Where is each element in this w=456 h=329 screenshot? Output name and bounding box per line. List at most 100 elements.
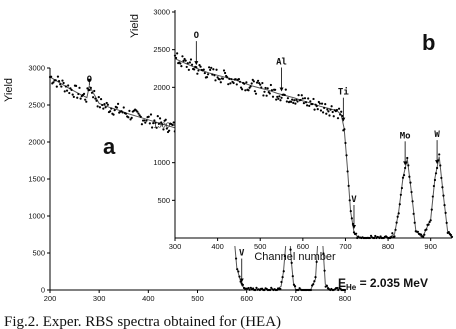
data-point (296, 100, 299, 103)
data-point (211, 73, 214, 76)
data-point (315, 105, 318, 108)
peak-label: V (239, 249, 245, 259)
data-point (161, 123, 164, 126)
data-point (55, 85, 58, 88)
data-point (210, 66, 213, 69)
data-point (321, 111, 325, 114)
data-point (343, 128, 346, 131)
data-point (443, 204, 446, 207)
x-tick-label: 300 (93, 294, 106, 303)
data-point (290, 261, 293, 264)
data-point (86, 87, 89, 90)
data-point (295, 98, 298, 101)
data-point (144, 121, 147, 124)
data-point (297, 93, 300, 97)
data-point (241, 283, 244, 286)
x-tick-label: 400 (211, 242, 224, 251)
data-point (183, 57, 186, 61)
data-point (428, 220, 431, 224)
x-tick-label: 300 (169, 242, 182, 251)
data-point (318, 102, 321, 105)
data-point (112, 113, 115, 116)
x-tick-label: 800 (339, 294, 352, 303)
panel-b-annotations: O Al Ti V Mo W (194, 31, 440, 229)
data-point (60, 85, 63, 88)
data-point (69, 87, 72, 90)
data-point (261, 81, 264, 85)
data-point (309, 288, 313, 292)
data-point (274, 88, 277, 91)
data-point (347, 184, 350, 187)
y-tick-label: 1500 (153, 121, 170, 130)
data-point (105, 101, 108, 105)
data-point (129, 118, 132, 121)
data-point (447, 230, 450, 234)
data-point (325, 284, 328, 287)
y-tick-label: 3000 (153, 8, 170, 17)
data-point (188, 61, 192, 64)
data-point (122, 106, 125, 109)
data-point (248, 288, 251, 291)
data-point (215, 68, 218, 71)
data-point (226, 76, 229, 79)
figure-caption: Fig.2. Exper. RBS spectra obtained for (… (4, 314, 281, 329)
data-point (90, 91, 94, 94)
data-point (95, 99, 98, 102)
data-point (402, 174, 406, 177)
data-point (263, 288, 266, 292)
data-point (306, 104, 309, 107)
data-point (70, 88, 73, 91)
data-point (79, 97, 82, 100)
data-point (57, 80, 61, 83)
data-point (64, 85, 67, 88)
data-point (282, 270, 285, 273)
energy-subscript: He (346, 283, 357, 292)
data-point (349, 209, 352, 213)
data-point (228, 77, 231, 80)
data-point (172, 121, 175, 124)
data-point (293, 99, 296, 102)
data-point (395, 221, 398, 224)
data-point (300, 94, 303, 97)
data-point (237, 78, 241, 81)
peak-arrowhead (87, 78, 92, 83)
energy-label: EHe = 2.035 MeV (338, 276, 428, 292)
data-point (433, 178, 437, 182)
data-point (302, 102, 306, 105)
data-point (152, 122, 155, 125)
data-point (397, 212, 400, 215)
data-point (284, 88, 287, 91)
energy-value: = 2.035 MeV (356, 276, 428, 290)
data-point (253, 90, 257, 93)
data-point (435, 166, 439, 170)
data-point (309, 100, 312, 103)
data-point (398, 203, 401, 206)
data-point (222, 69, 226, 72)
data-point (420, 233, 423, 236)
x-tick-label: 500 (191, 294, 204, 303)
data-point (312, 97, 315, 101)
peak-arrowhead (341, 117, 346, 122)
data-point (250, 82, 253, 85)
x-axis-title: Channel number (254, 251, 336, 263)
data-point (199, 65, 202, 68)
data-point (332, 115, 335, 118)
data-point (325, 112, 328, 115)
data-point (179, 62, 182, 65)
x-tick-label: 700 (290, 294, 303, 303)
data-point (98, 106, 102, 109)
data-point (252, 80, 255, 83)
data-point (292, 283, 296, 286)
data-point (438, 153, 441, 156)
data-point (411, 200, 414, 203)
data-point (327, 110, 330, 113)
data-point (65, 89, 69, 92)
data-point (237, 270, 240, 273)
data-point (93, 89, 96, 93)
data-point (99, 98, 103, 101)
energy-symbol: E (338, 276, 346, 290)
data-point (329, 108, 332, 111)
data-point (85, 100, 88, 103)
data-point (158, 117, 162, 120)
data-point (311, 102, 314, 106)
